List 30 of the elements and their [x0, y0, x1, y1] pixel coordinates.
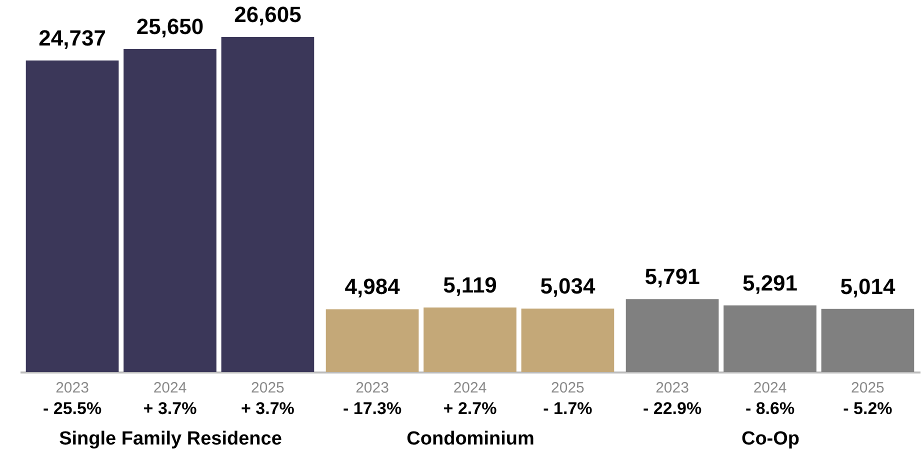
x-axis-title: Co-Op: [741, 428, 800, 450]
data-label: 26,605: [234, 2, 302, 27]
text: - 22.9%: [642, 399, 702, 418]
x-tick-label: 2025: [551, 380, 584, 396]
x-tick-label: 2024: [453, 380, 487, 396]
x-tick-label: 2024: [153, 380, 187, 396]
x-axis-title: Condominium: [406, 428, 534, 450]
x-axis-title: Single Family Residence: [59, 428, 282, 450]
data-label: 5,119: [443, 272, 497, 298]
x-tick-label: 2025: [851, 380, 884, 396]
text: - 8.6%: [745, 399, 795, 418]
data-label: 5,791: [644, 264, 700, 290]
text: - 25.5%: [42, 399, 102, 418]
text: - 17.3%: [342, 399, 402, 418]
text: + 3.7%: [143, 399, 197, 418]
x-tick-label: 2024: [753, 380, 787, 396]
x-tick-label: 2023: [56, 380, 89, 396]
data-label: 5,014: [840, 274, 896, 299]
data-label: 5,034: [540, 274, 596, 299]
x-tick-label: 2023: [356, 380, 389, 396]
data-label: 24,737: [38, 26, 106, 51]
x-tick-label: 2025: [251, 380, 284, 396]
text: + 3.7%: [241, 399, 294, 418]
text: - 5.2%: [843, 399, 892, 418]
data-label: 5,291: [742, 270, 798, 296]
data-label: 4,984: [344, 274, 401, 300]
data-label: 25,650: [136, 14, 204, 40]
text: - 1.7%: [543, 399, 592, 418]
x-tick-label: 2023: [656, 380, 689, 396]
text: + 2.7%: [443, 399, 497, 418]
